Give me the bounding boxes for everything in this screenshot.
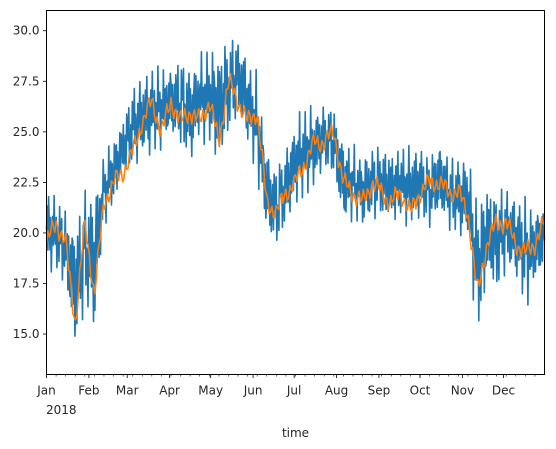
x-tick-label: Nov: [451, 384, 474, 398]
y-tick-label: 25.0: [13, 125, 40, 139]
x-tick-label: Jun: [243, 384, 263, 398]
series-1-line: [45, 39, 546, 337]
x-tick-label: Jan: [36, 384, 56, 398]
x-tick-label: Aug: [325, 384, 348, 398]
x-axis-year-label: 2018: [46, 403, 77, 417]
y-tick-label: 17.5: [13, 277, 40, 291]
x-tick-label: May: [198, 384, 223, 398]
x-tick-label: Dec: [492, 384, 515, 398]
y-axis: 15.0 17.5 20.0 22.5 25.0 27.5 30.0: [13, 24, 47, 341]
plot-lines: [45, 39, 546, 337]
x-tick-label: Apr: [159, 384, 180, 398]
x-tick-label: Sep: [368, 384, 391, 398]
x-tick-label: Jul: [286, 384, 301, 398]
y-tick-label: 30.0: [13, 24, 40, 38]
y-tick-label: 22.5: [13, 175, 40, 189]
x-tick-label: Oct: [410, 384, 431, 398]
series-2-line: [45, 72, 545, 321]
x-axis-title: time: [282, 426, 309, 440]
x-tick-label: Mar: [116, 384, 139, 398]
y-tick-label: 27.5: [13, 74, 40, 88]
x-tick-label: Feb: [78, 384, 99, 398]
y-tick-label: 15.0: [13, 327, 40, 341]
x-axis: Jan Feb Mar Apr May Jun Jul Aug Sep Oct Nov Dec: [36, 374, 536, 398]
y-tick-label: 20.0: [13, 226, 40, 240]
